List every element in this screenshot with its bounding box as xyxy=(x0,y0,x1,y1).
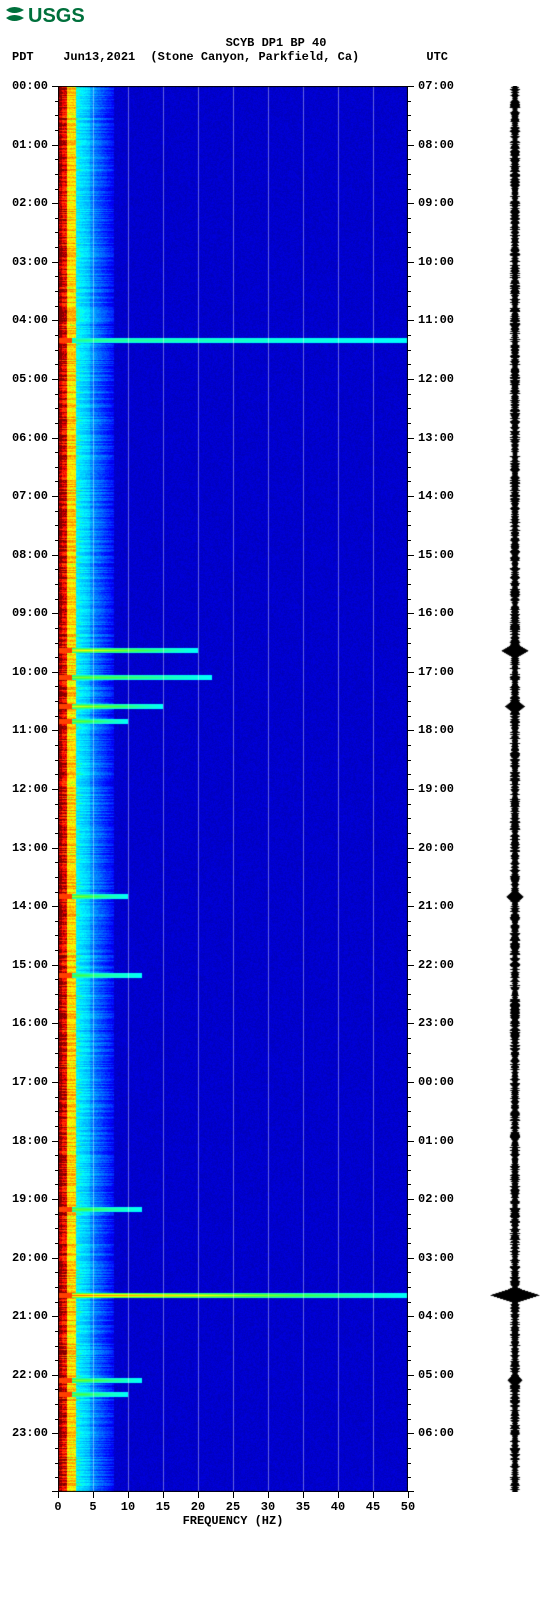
tz-right-label: UTC xyxy=(426,50,448,64)
frequency-tick-label: 20 xyxy=(191,1500,205,1514)
waveform-trace xyxy=(490,86,540,1492)
utc-hour-label: 11:00 xyxy=(418,313,454,327)
utc-time-axis: 07:0008:0009:0010:0011:0012:0013:0014:00… xyxy=(408,86,472,1492)
pdt-hour-label: 08:00 xyxy=(12,548,48,562)
utc-hour-label: 12:00 xyxy=(418,372,454,386)
pdt-hour-label: 14:00 xyxy=(12,899,48,913)
page: USGS SCYB DP1 BP 40 PDT Jun13,2021 (Ston… xyxy=(0,0,552,1613)
pdt-hour-label: 21:00 xyxy=(12,1309,48,1323)
station-title: SCYB DP1 BP 40 xyxy=(0,36,552,50)
pdt-hour-label: 04:00 xyxy=(12,313,48,327)
utc-hour-label: 03:00 xyxy=(418,1251,454,1265)
utc-hour-label: 21:00 xyxy=(418,899,454,913)
utc-hour-label: 16:00 xyxy=(418,606,454,620)
pdt-hour-label: 03:00 xyxy=(12,255,48,269)
subtitle-row: PDT Jun13,2021 (Stone Canyon, Parkfield,… xyxy=(0,50,552,64)
tz-left-label: PDT xyxy=(12,50,56,64)
pdt-hour-label: 01:00 xyxy=(12,138,48,152)
pdt-time-axis: 00:0001:0002:0003:0004:0005:0006:0007:00… xyxy=(0,86,58,1492)
utc-hour-label: 05:00 xyxy=(418,1368,454,1382)
pdt-hour-label: 00:00 xyxy=(12,79,48,93)
frequency-tick-label: 30 xyxy=(261,1500,275,1514)
pdt-hour-label: 16:00 xyxy=(12,1016,48,1030)
frequency-axis-label: FREQUENCY (HZ) xyxy=(58,1514,408,1528)
usgs-logo: USGS xyxy=(4,2,100,28)
utc-hour-label: 19:00 xyxy=(418,782,454,796)
usgs-logo-svg: USGS xyxy=(4,2,100,28)
pdt-hour-label: 22:00 xyxy=(12,1368,48,1382)
utc-hour-label: 17:00 xyxy=(418,665,454,679)
spectrogram-canvas xyxy=(58,86,408,1492)
utc-hour-label: 04:00 xyxy=(418,1309,454,1323)
pdt-hour-label: 13:00 xyxy=(12,841,48,855)
utc-hour-label: 08:00 xyxy=(418,138,454,152)
pdt-hour-label: 20:00 xyxy=(12,1251,48,1265)
pdt-hour-label: 18:00 xyxy=(12,1134,48,1148)
utc-hour-label: 01:00 xyxy=(418,1134,454,1148)
pdt-hour-label: 06:00 xyxy=(12,431,48,445)
utc-hour-label: 06:00 xyxy=(418,1426,454,1440)
pdt-hour-label: 17:00 xyxy=(12,1075,48,1089)
usgs-logo-text: USGS xyxy=(28,5,85,27)
date-label: Jun13,2021 xyxy=(63,50,135,64)
utc-hour-label: 10:00 xyxy=(418,255,454,269)
utc-hour-label: 02:00 xyxy=(418,1192,454,1206)
frequency-tick-label: 5 xyxy=(89,1500,96,1514)
utc-hour-label: 13:00 xyxy=(418,431,454,445)
frequency-tick-label: 45 xyxy=(366,1500,380,1514)
frequency-tick-label: 35 xyxy=(296,1500,310,1514)
utc-hour-label: 00:00 xyxy=(418,1075,454,1089)
utc-hour-label: 14:00 xyxy=(418,489,454,503)
utc-hour-label: 18:00 xyxy=(418,723,454,737)
frequency-tick-label: 25 xyxy=(226,1500,240,1514)
pdt-hour-label: 02:00 xyxy=(12,196,48,210)
pdt-hour-label: 15:00 xyxy=(12,958,48,972)
pdt-hour-label: 05:00 xyxy=(12,372,48,386)
frequency-tick-label: 0 xyxy=(54,1500,61,1514)
pdt-hour-label: 12:00 xyxy=(12,782,48,796)
utc-hour-label: 15:00 xyxy=(418,548,454,562)
spectrogram-plot xyxy=(58,86,408,1492)
pdt-hour-label: 10:00 xyxy=(12,665,48,679)
pdt-hour-label: 09:00 xyxy=(12,606,48,620)
frequency-tick-label: 50 xyxy=(401,1500,415,1514)
utc-hour-label: 07:00 xyxy=(418,79,454,93)
frequency-tick-label: 10 xyxy=(121,1500,135,1514)
pdt-hour-label: 23:00 xyxy=(12,1426,48,1440)
location-label: (Stone Canyon, Parkfield, Ca) xyxy=(150,50,359,64)
pdt-hour-label: 19:00 xyxy=(12,1192,48,1206)
frequency-tick-label: 15 xyxy=(156,1500,170,1514)
pdt-hour-label: 11:00 xyxy=(12,723,48,737)
utc-hour-label: 22:00 xyxy=(418,958,454,972)
pdt-hour-label: 07:00 xyxy=(12,489,48,503)
utc-hour-label: 09:00 xyxy=(418,196,454,210)
utc-hour-label: 20:00 xyxy=(418,841,454,855)
utc-hour-label: 23:00 xyxy=(418,1016,454,1030)
frequency-tick-label: 40 xyxy=(331,1500,345,1514)
